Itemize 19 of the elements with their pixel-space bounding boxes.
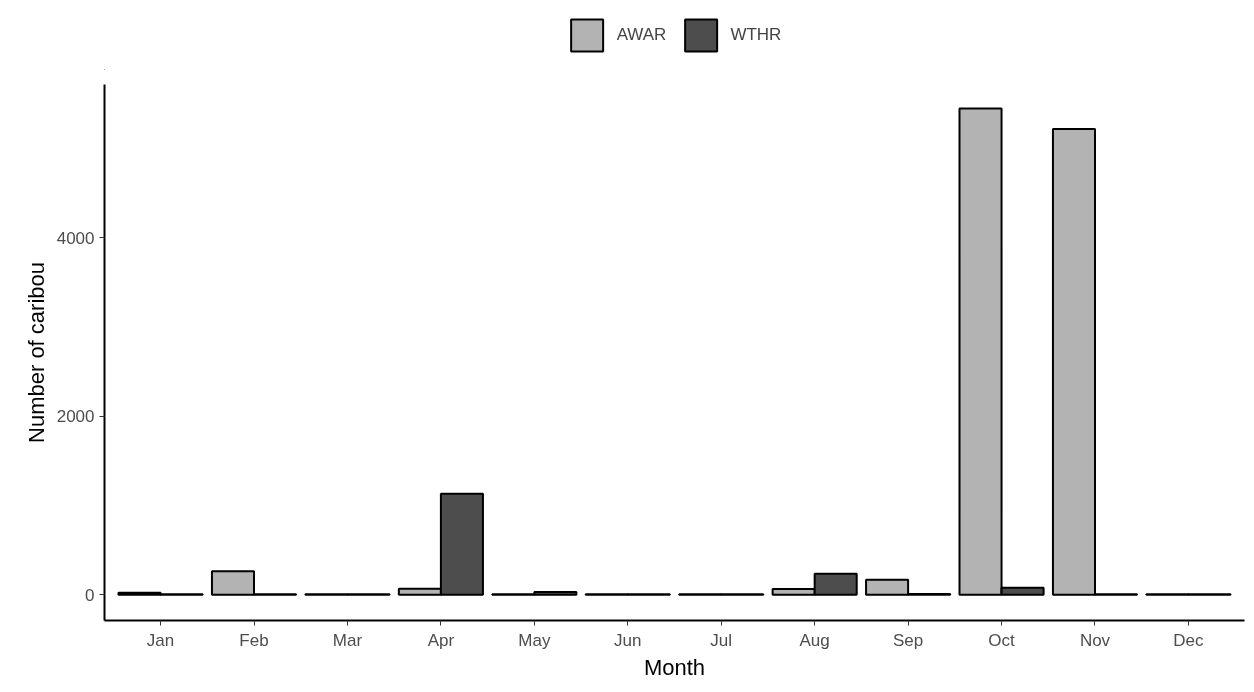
x-tick-label: Jul	[710, 630, 733, 650]
y-tick-label: 4000	[56, 228, 95, 248]
x-tick-label: May	[518, 630, 551, 650]
y-tick-label: 2000	[56, 407, 95, 427]
x-tick-label: Aug	[799, 630, 830, 650]
y-tick-label: 0	[85, 585, 95, 605]
y-axis-title: Number of caribou	[23, 262, 49, 443]
x-axis-title: Month	[643, 654, 706, 680]
x-tick-label: Mar	[332, 630, 363, 650]
x-tick-label: Jan	[146, 630, 175, 650]
legend-label: AWAR	[616, 25, 667, 45]
x-tick-label: Jun	[614, 630, 642, 650]
x-tick-label: Feb	[239, 630, 269, 650]
x-tick-label: Apr	[427, 630, 455, 650]
x-tick-label: Sep	[892, 630, 924, 650]
x-tick-label: Nov	[1079, 630, 1111, 650]
legend-label: WTHR	[730, 25, 782, 45]
x-tick-label: Dec	[1173, 630, 1205, 650]
x-tick-label: Oct	[988, 630, 1016, 650]
